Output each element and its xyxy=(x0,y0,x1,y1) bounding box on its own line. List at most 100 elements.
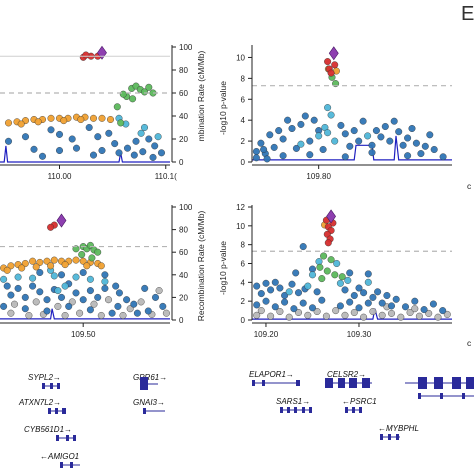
left-bottom-point-orange-26 xyxy=(3,266,11,274)
gene-exon-atxn7l2-1 xyxy=(48,408,51,414)
left-top-point-orange-30 xyxy=(34,118,42,126)
right-bottom-y-label: -log10 p-value xyxy=(218,241,228,295)
right-top-y-tick-label-0: 0 xyxy=(241,158,246,167)
left-bottom-point-dblue-49 xyxy=(130,300,138,308)
right-bottom-points xyxy=(252,209,452,321)
right-bottom-point-lblue-19 xyxy=(336,279,344,287)
right-bottom-point-dblue-64 xyxy=(346,298,354,306)
left-bottom-point-orange-30 xyxy=(61,261,69,269)
left-bottom-point-dblue-59 xyxy=(21,293,29,301)
right-top-point-dblue-56 xyxy=(279,152,287,160)
right-top-point-dblue-35 xyxy=(346,142,354,150)
left-top-point-orange-29 xyxy=(17,120,25,128)
right-top-x-label: c xyxy=(467,181,472,191)
right-top-point-dblue-33 xyxy=(337,121,345,129)
right-bottom-point-grey-80 xyxy=(369,308,377,316)
right-bottom-point-dblue-60 xyxy=(299,299,307,307)
right-bottom-point-dblue-28 xyxy=(364,270,372,278)
left-bottom-point-dblue-55 xyxy=(114,302,122,310)
right-bottom-point-dblue-32 xyxy=(267,286,275,294)
gene-exon-gpr61 xyxy=(140,377,148,390)
right-top-point-dblue-28 xyxy=(301,112,309,120)
left-bottom-axes: 0 20 40 60 80 100 109.50 xyxy=(0,203,193,339)
right-top-point-dblue-50 xyxy=(417,150,425,158)
gene-exon-sars1-1 xyxy=(280,407,283,413)
left-bottom-point-dblue-76 xyxy=(108,309,116,317)
left-top-point-dblue-43 xyxy=(85,123,93,131)
right-bottom-point-dblue-65 xyxy=(355,304,363,312)
right-bottom-point-lblue-20 xyxy=(344,276,352,284)
left-bottom-point-dblue-56 xyxy=(3,282,11,290)
left-bottom-point-grey-77 xyxy=(7,309,15,317)
left-bottom-point-grey-85 xyxy=(76,309,84,317)
left-bottom-point-grey-83 xyxy=(61,312,69,320)
gene-exon-sars1-4 xyxy=(302,407,305,413)
left-bottom-point-dblue-66 xyxy=(72,289,80,297)
left-bottom-point-red-2 xyxy=(47,223,55,231)
right-top-point-dblue-46 xyxy=(399,141,407,149)
left-bottom-point-orange-17 xyxy=(43,257,51,265)
right-bottom-point-green-9 xyxy=(320,252,328,260)
left-bottom-point-green-8 xyxy=(94,248,102,256)
panel-label: E xyxy=(461,3,474,25)
gene-exon-sypl2-2 xyxy=(50,383,53,389)
right-bottom-point-dblue-37 xyxy=(295,289,303,297)
right-bottom-point-grey-85 xyxy=(415,312,423,320)
gene-label-gnai3: GNAI3→ xyxy=(133,398,165,407)
right-bottom-point-dblue-44 xyxy=(369,293,377,301)
right-top-point-dblue-61 xyxy=(260,145,268,153)
left-bottom-point-grey-94 xyxy=(162,309,170,317)
left-top-y-tick-label-3: 60 xyxy=(179,89,188,98)
left-bottom-point-lblue-37 xyxy=(86,275,94,283)
right-bottom-point-dblue-54 xyxy=(439,307,447,315)
right-top-point-dblue-52 xyxy=(426,131,434,139)
right-bottom-point-lblue-23 xyxy=(364,278,372,286)
left-bottom-point-lblue-40 xyxy=(54,287,62,295)
gene-exon-celsr2-1 xyxy=(325,378,333,388)
right-bottom-point-grey-72 xyxy=(295,309,303,317)
right-top-point-dblue-45 xyxy=(395,128,403,136)
right-top-point-dblue-26 xyxy=(292,144,300,152)
right-bottom-point-dblue-51 xyxy=(411,297,419,305)
right-bottom-point-dblue-66 xyxy=(364,299,372,307)
right-bottom-point-dblue-49 xyxy=(392,295,400,303)
left-bottom-recombination-label: Recombination Rate (cM/Mb) xyxy=(196,211,206,322)
right-top-point-dblue-25 xyxy=(288,124,296,132)
left-top-y-tick-label-4: 80 xyxy=(179,66,188,75)
right-top-point-dblue-58 xyxy=(341,153,349,161)
gene-exon-amigo1-1 xyxy=(60,462,63,468)
left-bottom-point-orange-31 xyxy=(83,262,91,270)
gene-label-mybphl: ←MYBPHL xyxy=(378,424,419,433)
left-bottom-point-lblue-33 xyxy=(14,273,22,281)
right-bottom-lead-snp xyxy=(326,209,336,224)
left-top-point-orange-31 xyxy=(60,117,68,125)
right-top-point-red-1 xyxy=(324,58,332,66)
gene-label-celsr2: CELSR2→ xyxy=(327,370,366,379)
left-bottom-point-dblue-52 xyxy=(159,302,167,310)
left-top-point-dblue-48 xyxy=(132,137,140,145)
right-bottom-y-tick-label-5: 10 xyxy=(236,222,245,231)
right-bottom-point-dblue-31 xyxy=(262,279,270,287)
right-top-point-red-4 xyxy=(327,69,335,77)
gene-exon-sars1-5 xyxy=(309,407,312,413)
gene-track-left: SYPL2→ GPR61→ ATXN7L2→ GNAI3→ CYB561D1→ … xyxy=(18,373,167,468)
right-bottom-point-dblue-48 xyxy=(388,302,396,310)
right-bottom-point-lblue-21 xyxy=(304,282,312,290)
left-bottom-point-grey-79 xyxy=(25,312,33,320)
left-top-point-dblue-47 xyxy=(123,144,131,152)
left-top-point-green-15 xyxy=(117,119,125,127)
right-bottom-point-dblue-30 xyxy=(257,290,265,298)
gene-exon-mybphl-2 xyxy=(388,434,391,440)
left-top-axes: 0 20 40 60 80 100 110.00 110.1( xyxy=(0,43,193,181)
right-top-point-dblue-59 xyxy=(368,149,376,157)
gene-exon-celsr2-4 xyxy=(362,378,370,388)
right-bottom-point-green-14 xyxy=(318,275,326,283)
right-top-point-lblue-14 xyxy=(315,132,323,140)
left-bottom-point-dblue-68 xyxy=(86,287,94,295)
left-top-point-dblue-45 xyxy=(105,129,113,137)
gene-exon-far-right-6 xyxy=(440,393,443,399)
right-bottom-x-tick-label-0: 109.20 xyxy=(254,330,279,339)
left-bottom-point-dblue-58 xyxy=(14,284,22,292)
right-bottom-point-dblue-56 xyxy=(262,297,270,305)
left-bottom-y-tick-label-0: 0 xyxy=(179,316,184,325)
